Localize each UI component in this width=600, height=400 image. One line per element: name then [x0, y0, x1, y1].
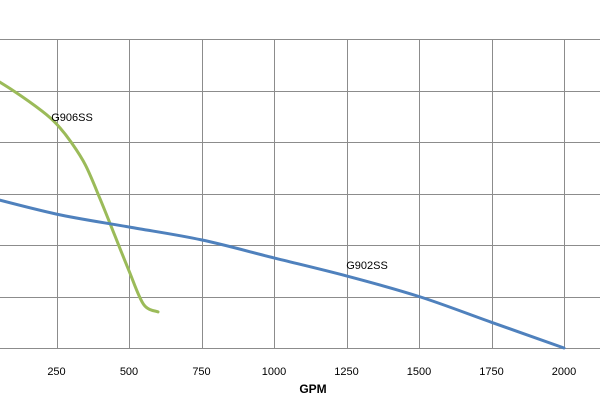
- x-tick-label: 1750: [479, 366, 503, 378]
- series-label-g906ss: G906SS: [51, 112, 93, 124]
- x-tick-label: 750: [192, 366, 210, 378]
- x-tick-label: 1000: [262, 366, 286, 378]
- x-tick-label: 1500: [407, 366, 431, 378]
- series-labels: G906SS G902SS: [51, 112, 388, 272]
- series-lines: [0, 80, 566, 350]
- x-axis-label: GPM: [299, 382, 326, 396]
- x-tick-label: 2000: [552, 366, 576, 378]
- x-tick-label: 500: [120, 366, 138, 378]
- grid: [0, 39, 600, 349]
- x-tick-labels: 250 500 750 1000 1250 1500 1750 2000: [47, 366, 576, 378]
- x-tick-label: 1250: [334, 366, 358, 378]
- series-line-g906ss: [0, 80, 160, 314]
- x-tick-label: 250: [47, 366, 65, 378]
- series-label-g902ss: G902SS: [346, 260, 388, 272]
- series-line-g902ss: [0, 198, 566, 350]
